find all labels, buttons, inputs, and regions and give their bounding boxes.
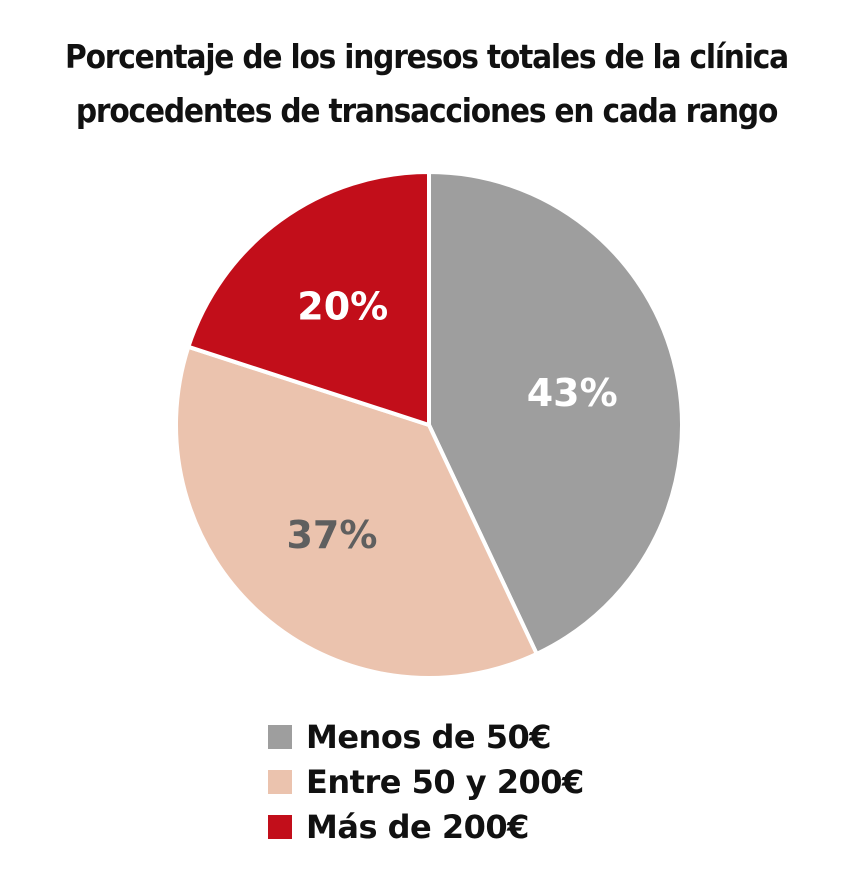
legend-swatch [268, 769, 292, 794]
legend-item-menos-50: Menos de 50€ [268, 714, 584, 759]
legend-label: Menos de 50€ [306, 717, 552, 756]
pie-slice [186, 170, 431, 427]
pie-slice [174, 344, 539, 680]
pie-slices [174, 170, 684, 680]
legend-swatch [268, 814, 292, 839]
pie-slice [427, 170, 684, 656]
legend-label: Entre 50 y 200€ [306, 762, 584, 801]
legend-item-mas-200: Más de 200€ [268, 804, 584, 849]
slice-value-label: 37% [286, 513, 377, 557]
chart-title-line-2: procedentes de transacciones en cada ran… [75, 91, 779, 130]
chart-title-line-1: Porcentaje de los ingresos totales de la… [65, 37, 789, 76]
chart-title: Porcentaje de los ingresos totales de la… [0, 30, 853, 138]
legend-item-entre-50-200: Entre 50 y 200€ [268, 759, 584, 804]
legend-swatch [268, 724, 292, 749]
pie-labels: 43% 37% 20% [286, 284, 617, 557]
legend-label: Más de 200€ [306, 807, 529, 846]
slice-value-label: 20% [297, 284, 388, 328]
legend: Menos de 50€ Entre 50 y 200€ Más de 200€ [268, 714, 584, 849]
slice-value-label: 43% [527, 371, 618, 415]
